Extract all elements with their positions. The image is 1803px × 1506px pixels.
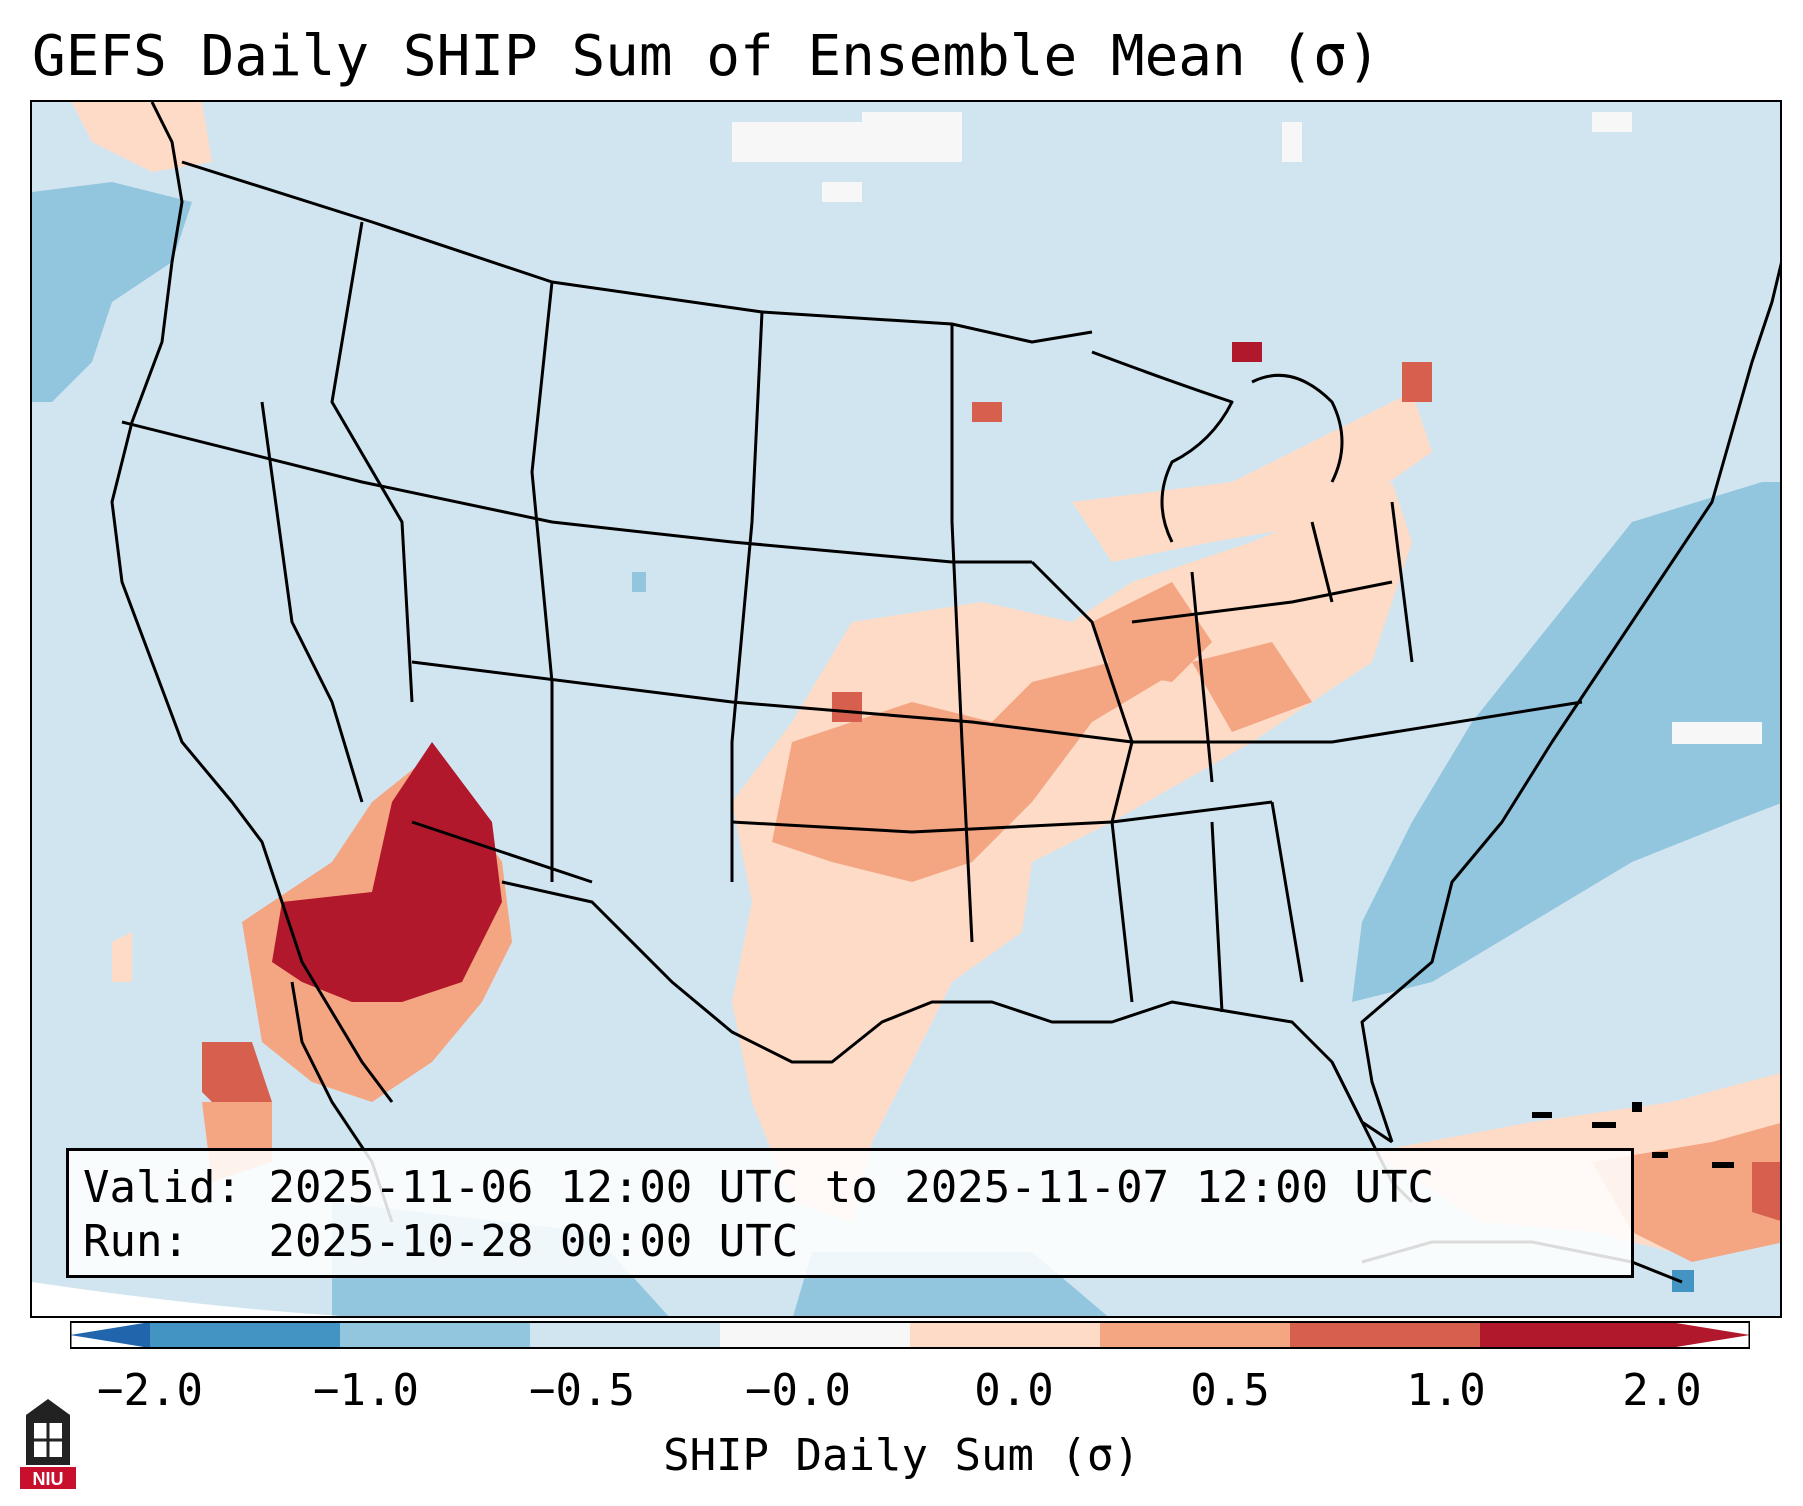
run-label: Run: [83, 1216, 189, 1267]
colorbar-segment [1100, 1322, 1291, 1348]
colorbar-segment [1480, 1322, 1671, 1348]
colorbar-segments [150, 1322, 1671, 1348]
valid-run-info-box: Valid: 2025-11-06 12:00 UTC to 2025-11-0… [66, 1148, 1634, 1278]
colorbar [70, 1321, 1750, 1349]
run-row: Run: 2025-10-28 00:00 UTC [83, 1215, 1617, 1269]
colorbar-segment [530, 1322, 721, 1348]
valid-label: Valid: [83, 1162, 242, 1213]
colorbar-segment [1290, 1322, 1481, 1348]
colorbar-label: SHIP Daily Sum (σ) [663, 1430, 1140, 1481]
map-panel [30, 100, 1782, 1318]
colorbar-segment [150, 1322, 341, 1348]
colorbar-tick: −2.0 [97, 1365, 203, 1416]
run-value: 2025-10-28 00:00 UTC [268, 1216, 799, 1267]
valid-value: 2025-11-06 12:00 UTC to 2025-11-07 12:00… [268, 1162, 1435, 1213]
caribbean-islands [1532, 1102, 1734, 1168]
chart-title: GEFS Daily SHIP Sum of Ensemble Mean (σ) [32, 24, 1381, 89]
political-boundaries [110, 102, 1780, 1284]
colorbar-segment [340, 1322, 531, 1348]
logo-text: NIU [33, 1469, 64, 1489]
colorbar-tick: 2.0 [1622, 1365, 1702, 1416]
colorbar-extend-low [70, 1322, 150, 1348]
colorbar-extend-high [1670, 1322, 1750, 1348]
colorbar-tick: −1.0 [313, 1365, 419, 1416]
colorbar-tick: 1.0 [1406, 1365, 1486, 1416]
colorbar-tick: 0.0 [974, 1365, 1054, 1416]
valid-row: Valid: 2025-11-06 12:00 UTC to 2025-11-0… [83, 1161, 1617, 1215]
projection-edge [32, 1282, 341, 1316]
colorbar-tick: −0.0 [745, 1365, 851, 1416]
colorbar-tick: −0.5 [529, 1365, 635, 1416]
colorbar-outline [70, 1321, 1750, 1349]
colorbar-segment [910, 1322, 1101, 1348]
colorbar-segment [720, 1322, 911, 1348]
colorbar-tick: 0.5 [1190, 1365, 1270, 1416]
niu-logo-icon: NIU [20, 1399, 76, 1489]
near-zero-fields [732, 112, 1632, 202]
map-canvas [32, 102, 1780, 1316]
